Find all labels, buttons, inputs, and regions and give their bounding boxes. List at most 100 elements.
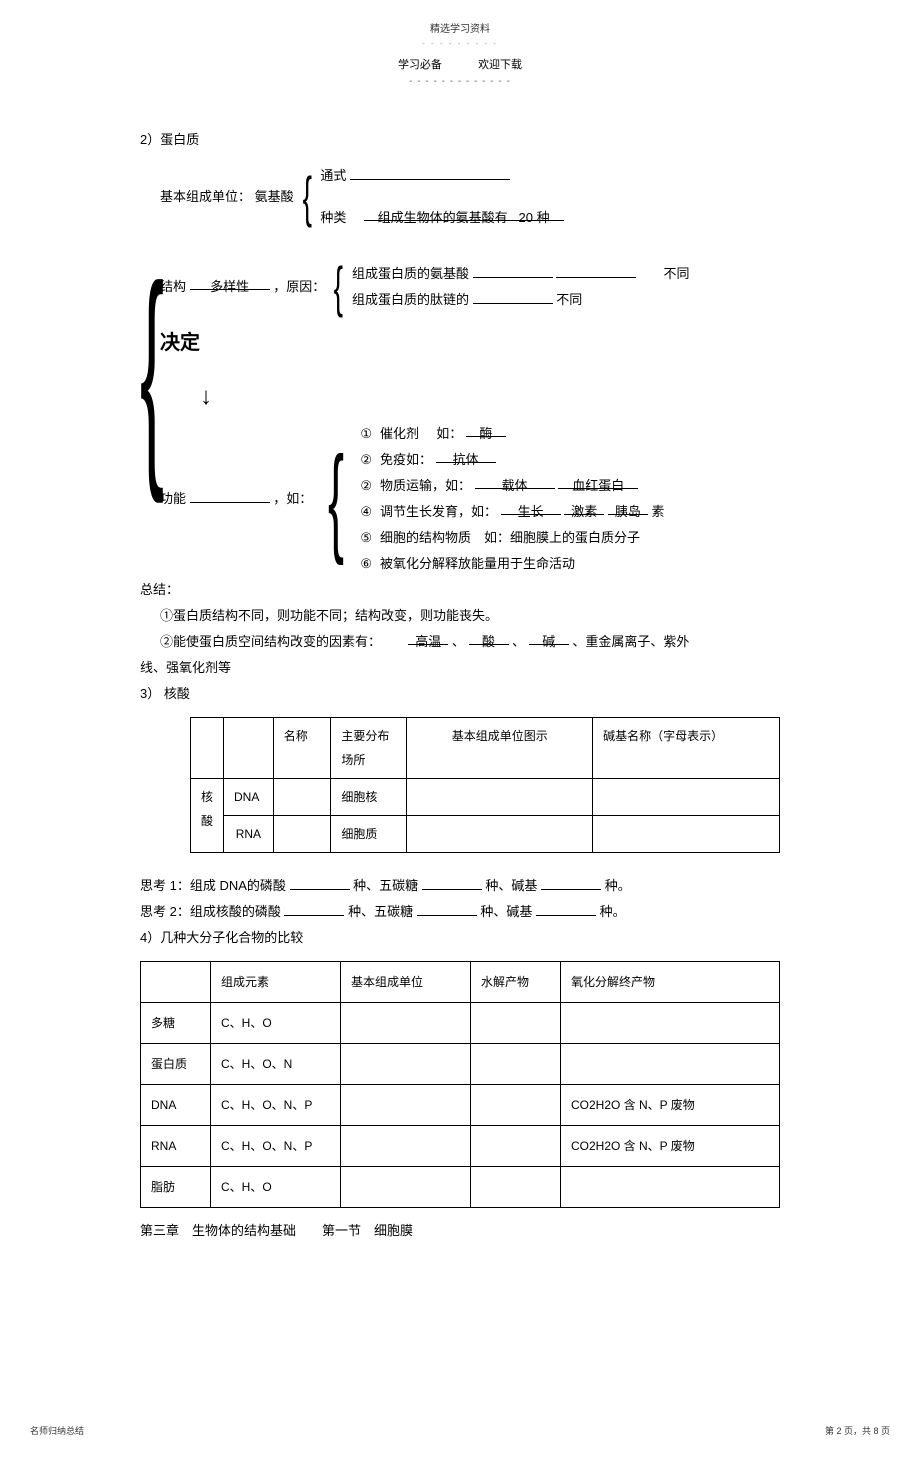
num6: ⑥ [360, 551, 376, 577]
t2-r4-c4 [561, 1167, 780, 1208]
t1-rowspan: 核酸 [191, 779, 224, 853]
tk2-m2: 种、碱基 [480, 904, 532, 919]
t2-r0-c3 [471, 1003, 561, 1044]
t2-r2-c0: DNA [141, 1085, 211, 1126]
t1-r1-c0: RNA [224, 816, 274, 853]
f3-val1: 载体 [475, 473, 555, 489]
tk2-b2 [417, 900, 477, 916]
t2-r1-c2 [341, 1044, 471, 1085]
num3: ② [360, 473, 376, 499]
t2-r3-c0: RNA [141, 1126, 211, 1167]
t1-h3: 主要分布场所 [331, 718, 407, 779]
r1-blank2 [556, 262, 636, 278]
sep1: 、 [452, 634, 465, 649]
tk2-end: 种。 [600, 904, 626, 919]
t1-h5: 碱基名称（字母表示） [593, 718, 780, 779]
t2-r4-c1: C、H、O [211, 1167, 341, 1208]
f4-v2: 激素 [564, 499, 604, 515]
summary-line2-post: 、重金属离子、紫外 [572, 634, 689, 649]
f3-val2: 血红蛋白 [558, 473, 638, 489]
section3-title: 3） 核酸 [140, 681, 780, 707]
section4-title: 4）几种大分子化合物的比较 [140, 925, 780, 951]
tk1-end: 种。 [605, 878, 631, 893]
tk1-b2 [422, 874, 482, 890]
think1-pre: 思考 1：组成 DNA的磷酸 [140, 878, 286, 893]
t1-r1-c2: 细胞质 [331, 816, 407, 853]
f2-val: 抗体 [436, 447, 496, 463]
tk1-b1 [290, 874, 350, 890]
think2-pre: 思考 2：组成核酸的磷酸 [140, 904, 281, 919]
t2-r0-c2 [341, 1003, 471, 1044]
func-blank [190, 487, 270, 503]
formula-blank [350, 164, 510, 180]
t1-r0-c2: 细胞核 [331, 779, 407, 816]
tk2-m1: 种、五碳糖 [348, 904, 413, 919]
tk1-b3 [541, 874, 601, 890]
t2-r4-c0: 脂肪 [141, 1167, 211, 1208]
header-top: 精选学习资料 [0, 20, 920, 35]
chapter-title: 第三章 生物体的结构基础 第一节 细胞膜 [140, 1218, 780, 1244]
example-label: ，如： [273, 491, 312, 506]
header-dash: - - - - - - - - - - - - - [0, 76, 920, 87]
t2-r1-c4 [561, 1044, 780, 1085]
tk1-m2: 种、碱基 [485, 878, 537, 893]
summary-line3: 线、强氧化剂等 [140, 655, 780, 681]
t1-r0-c1 [273, 779, 331, 816]
main-brace: { [140, 163, 146, 577]
f4-v3: 胰岛 [608, 499, 648, 515]
t2-r3-c3 [471, 1126, 561, 1167]
sf2: 酸 [469, 629, 509, 645]
r2-blank [473, 288, 553, 304]
t2-h4: 氧化分解终产物 [561, 962, 780, 1003]
summary-line2-pre: ②能使蛋白质空间结构改变的因素有： [160, 634, 381, 649]
reason1: 组成蛋白质的氨基酸 [352, 266, 469, 281]
reason-label: ，原因： [273, 279, 325, 294]
basic-unit-label: 基本组成单位： [160, 189, 251, 204]
diff1: 不同 [664, 266, 690, 281]
t2-r0-c1: C、H、O [211, 1003, 341, 1044]
t1-h4: 基本组成单位图示 [407, 718, 593, 779]
num5: ⑤ [360, 525, 376, 551]
header-sub-right: 欢迎下载 [478, 59, 522, 71]
t1-h2: 名称 [273, 718, 331, 779]
section2-title: 2）蛋白质 [140, 127, 780, 153]
t1-r0-c0: DNA [224, 779, 274, 816]
f4-v1: 生长 [501, 499, 561, 515]
f1-label: 催化剂 [380, 426, 419, 441]
brace1: { [302, 186, 311, 208]
kind-label: 种类 [320, 210, 346, 225]
reason2: 组成蛋白质的肽链的 [352, 292, 469, 307]
tk2-b1 [284, 900, 344, 916]
t2-r0-c0: 多糖 [141, 1003, 211, 1044]
t2-r4-c3 [471, 1167, 561, 1208]
f4-v4: 素 [652, 504, 665, 519]
amino-acid: 氨基酸 [255, 189, 294, 204]
f3-label: 物质运输，如： [380, 478, 471, 493]
t2-r3-c1: C、H、O、N、P [211, 1126, 341, 1167]
t2-r2-c3 [471, 1085, 561, 1126]
t1-r1-c3 [407, 816, 593, 853]
t2-h2: 基本组成单位 [341, 962, 471, 1003]
num2: ② [360, 447, 376, 473]
t2-r3-c4: CO2H2O 含 N、P 废物 [561, 1126, 780, 1167]
header-sub-left: 学习必备 [398, 59, 442, 71]
formula-label: 通式 [320, 168, 346, 183]
t2-h3: 水解产物 [471, 962, 561, 1003]
t1-h1 [224, 718, 274, 779]
tk1-m1: 种、五碳糖 [353, 878, 418, 893]
t2-r2-c2 [341, 1085, 471, 1126]
t2-r1-c3 [471, 1044, 561, 1085]
t2-h0 [141, 962, 211, 1003]
summary-line1: ①蛋白质结构不同，则功能不同；结构改变，则功能丧失。 [140, 603, 780, 629]
f6: 被氧化分解释放能量用于生命活动 [380, 556, 575, 571]
t2-r1-c1: C、H、O、N [211, 1044, 341, 1085]
sf1: 高温 [408, 629, 448, 645]
f2-label: 免疫如： [380, 452, 432, 467]
t2-r4-c2 [341, 1167, 471, 1208]
footer-right: 第 2 页，共 8 页 [825, 1424, 890, 1437]
t1-r1-c4 [593, 816, 780, 853]
t1-r0-c3 [407, 779, 593, 816]
t2-r1-c0: 蛋白质 [141, 1044, 211, 1085]
f1-val: 酶 [466, 421, 506, 437]
t1-r1-c1 [273, 816, 331, 853]
